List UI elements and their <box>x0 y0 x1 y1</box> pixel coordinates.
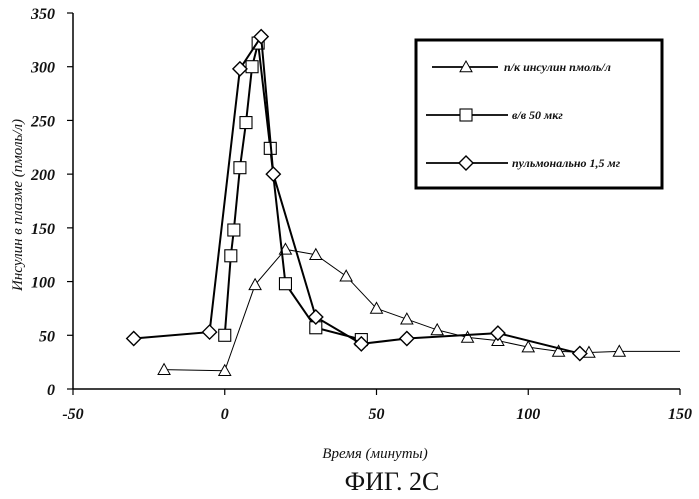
triangle-marker <box>340 270 352 281</box>
triangle-marker <box>401 313 413 324</box>
series-line <box>225 43 362 340</box>
triangle-marker <box>613 345 625 356</box>
x-tick-label: 50 <box>369 406 385 423</box>
figure-caption: ФИГ. 2C <box>345 467 440 496</box>
series-square <box>219 37 368 346</box>
y-tick-label: 50 <box>39 328 55 345</box>
series-line <box>164 249 680 370</box>
square-marker <box>219 329 231 341</box>
x-tick-label: 100 <box>516 406 540 423</box>
y-tick-label: 200 <box>30 167 55 184</box>
diamond-marker <box>266 167 280 181</box>
square-marker <box>279 278 291 290</box>
diamond-marker <box>573 347 587 361</box>
x-tick-label: 0 <box>221 406 229 423</box>
legend-label: пульмонально 1,5 мг <box>512 156 621 170</box>
y-tick-label: 0 <box>47 382 55 399</box>
diamond-marker <box>203 325 217 339</box>
y-tick-label: 100 <box>31 275 55 292</box>
y-tick-label: 300 <box>30 60 55 77</box>
square-marker <box>234 162 246 174</box>
legend: п/к инсулин пмоль/л в/в 50 мкг пульмональн… <box>416 40 662 188</box>
square-marker <box>246 61 258 73</box>
diamond-marker <box>233 62 247 76</box>
series-triangle <box>158 243 680 375</box>
y-tick-label: 250 <box>30 113 55 130</box>
y-tick-label: 150 <box>31 221 55 238</box>
x-axis-title: Время (минуты) <box>322 446 427 462</box>
triangle-marker <box>431 324 443 335</box>
x-tick-label: 150 <box>668 406 692 423</box>
square-marker <box>228 224 240 236</box>
triangle-marker <box>219 365 231 376</box>
square-marker <box>240 117 252 129</box>
square-marker <box>460 109 472 121</box>
diamond-marker <box>127 332 141 346</box>
square-marker <box>225 250 237 262</box>
legend-label: п/к инсулин пмоль/л <box>504 60 611 74</box>
triangle-marker <box>158 364 170 375</box>
y-axis-title: Инсулин в плазме (пмоль/л) <box>10 119 26 292</box>
x-tick-label: -50 <box>62 406 83 423</box>
diamond-marker <box>400 332 414 346</box>
y-tick-label: 350 <box>30 6 55 23</box>
diamond-marker <box>491 326 505 340</box>
legend-label: в/в 50 мкг <box>512 108 563 122</box>
